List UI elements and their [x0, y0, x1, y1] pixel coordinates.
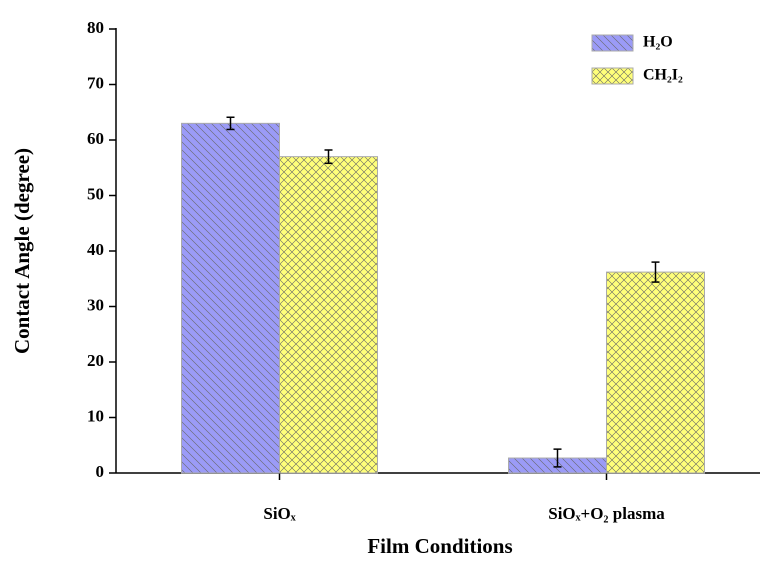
y-tick-label: 50 [87, 184, 104, 203]
x-tick-label: SiOₓ+O₂ plasma [548, 504, 665, 523]
bar [182, 123, 280, 473]
bar [280, 157, 378, 473]
y-tick-label: 20 [87, 351, 104, 370]
y-tick-label: 0 [96, 462, 105, 481]
chart: Film Conditions Contact Angle (degree) 0… [0, 0, 760, 561]
legend-label: CH₂I₂ [643, 67, 683, 84]
y-tick-label: 30 [87, 295, 104, 314]
bar [607, 272, 705, 473]
legend-label: H₂O [643, 34, 673, 51]
legend-swatch [592, 35, 633, 51]
x-axis-title: Film Conditions [367, 534, 512, 558]
y-axis-title: Contact Angle (degree) [10, 148, 34, 354]
y-tick-label: 40 [87, 240, 104, 259]
x-tick-label: SiOₓ [263, 504, 295, 523]
y-tick-label: 10 [87, 406, 104, 425]
y-tick-label: 80 [87, 18, 104, 37]
legend-swatch [592, 68, 633, 84]
y-tick-label: 70 [87, 73, 104, 92]
y-tick-label: 60 [87, 129, 104, 148]
